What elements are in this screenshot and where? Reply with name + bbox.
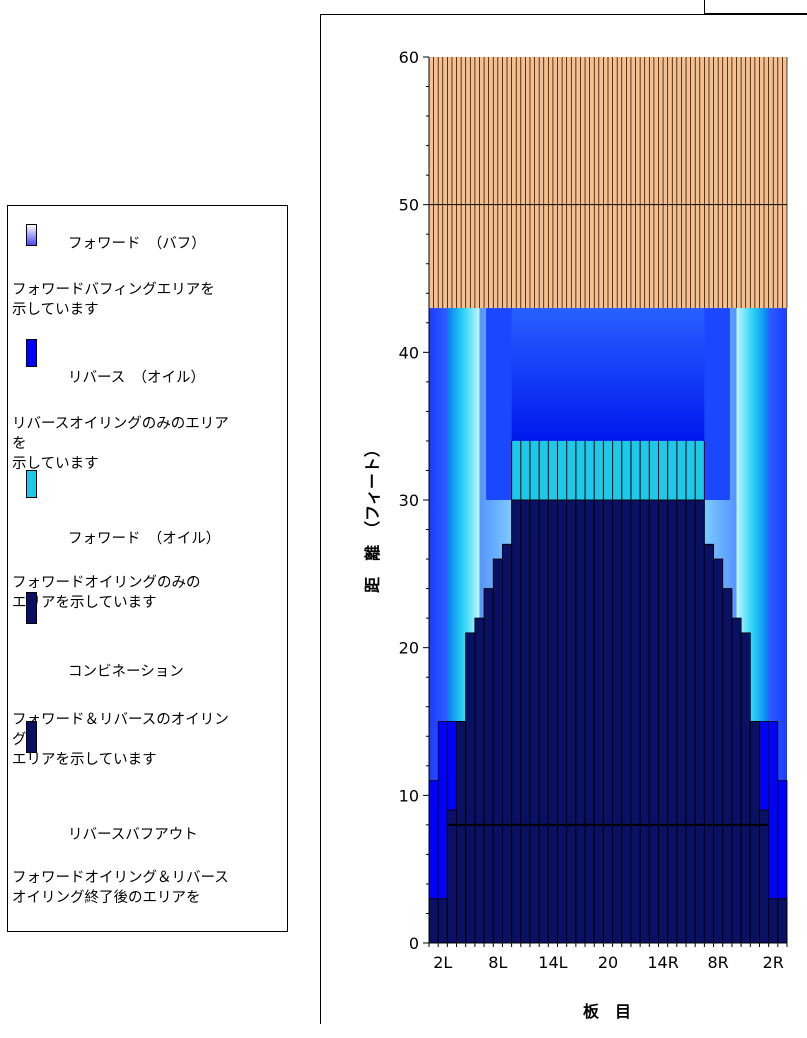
legend-desc-forward-oil: フォワードオイリングのみの エリアを示しています (12, 575, 201, 611)
combination-bar (575, 499, 586, 944)
combination-bar (667, 499, 678, 944)
chart-corner-box (704, 0, 807, 14)
combination-bar (768, 898, 779, 944)
combination-bar (483, 588, 494, 944)
forward-oil-band (511, 440, 705, 500)
legend-swatch-reverse-buffout (26, 721, 37, 753)
y-tick-label: 0 (409, 934, 419, 953)
combination-bar (437, 898, 448, 944)
combination-bar (621, 499, 632, 944)
combination-bar (722, 588, 733, 944)
combination-bar (759, 809, 770, 944)
combination-bar (658, 499, 669, 944)
reverse-oil-region (511, 308, 705, 441)
legend-swatch-forward-buff (26, 224, 37, 246)
combination-bar (602, 499, 614, 944)
combination-bar (584, 499, 595, 944)
x-tick-label: 14L (538, 953, 567, 972)
x-tick-label: 2L (433, 953, 452, 972)
combination-bar (456, 721, 467, 944)
combination-bar (474, 617, 485, 944)
combination-bar (694, 499, 705, 944)
combination-bar (566, 499, 577, 944)
legend-desc-forward-buff: フォワードバフィングエリアを 示しています (12, 282, 215, 318)
combination-bar (446, 809, 457, 944)
combination-bar (639, 499, 650, 944)
chart-frame-left-border (320, 14, 321, 1024)
y-axis-title: 距 離 （フィート） (363, 441, 382, 593)
combination-bar (777, 898, 788, 944)
combination-bar (428, 898, 439, 944)
combination-bar (520, 499, 531, 944)
x-tick-label: 2R (763, 953, 784, 972)
y-tick-label: 10 (399, 786, 419, 805)
legend-title-reverse-oil: リバース （オイル） (68, 370, 206, 386)
x-axis-title: 板 目 (583, 1002, 631, 1021)
combination-bar (547, 499, 558, 944)
y-tick-label: 40 (399, 343, 419, 362)
combination-bar (529, 499, 540, 944)
x-tick-label: 8R (708, 953, 729, 972)
combination-bar (731, 617, 742, 944)
combination-bar (703, 543, 715, 944)
combination-bar (465, 632, 476, 944)
x-tick-label: 14R (647, 953, 678, 972)
legend-title-reverse-buffout: リバースバフアウト (68, 827, 198, 843)
combination-bar (538, 499, 549, 944)
legend-desc-combination: フォワード＆リバースのオイリン グ エリアを示しています (12, 712, 229, 768)
combination-bar (593, 499, 604, 944)
combination-bar (676, 499, 687, 944)
y-tick-label: 20 (399, 639, 419, 658)
legend-swatch-combination (26, 592, 37, 624)
legend-swatch-forward-oil (26, 470, 37, 498)
plot-area (428, 57, 788, 944)
legend-title-forward-oil: フォワード （オイル） (68, 531, 221, 547)
legend: フォワード （バフ） フォワードバフィングエリアを 示しています リバース （オ… (7, 205, 288, 932)
legend-title-combination: コンビネーション (68, 664, 184, 680)
combination-bar (648, 499, 659, 944)
legend-title-forward-buff: フォワード （バフ） (68, 236, 206, 252)
legend-desc-reverse-oil: リバースオイリングのみのエリア を 示しています (12, 416, 229, 472)
x-tick-label: 8L (488, 953, 507, 972)
combination-bar (740, 632, 751, 944)
legend-desc-reverse-buffout: フォワードオイリング＆リバース オイリング終了後のエリアを (12, 870, 229, 906)
chart-frame-top-border (320, 14, 807, 15)
combination-bar (492, 558, 503, 944)
combination-bar (511, 499, 522, 944)
legend-swatch-reverse-oil (26, 339, 37, 367)
y-tick-label: 30 (399, 491, 419, 510)
combination-bar (557, 499, 568, 944)
combination-bar (713, 558, 724, 944)
axis-ticks: 0 10 20 30 40 50 60 2L 8L 14L 20 14R 8R 2R (399, 48, 788, 972)
combination-bar (630, 499, 641, 944)
y-tick-label: 50 (399, 196, 419, 215)
y-tick-label: 60 (399, 48, 419, 67)
combination-bar (685, 499, 696, 944)
x-tick-label: 20 (598, 953, 618, 972)
combination-bar (749, 721, 760, 944)
combination-bar (501, 543, 513, 944)
combination-bar (612, 499, 623, 944)
